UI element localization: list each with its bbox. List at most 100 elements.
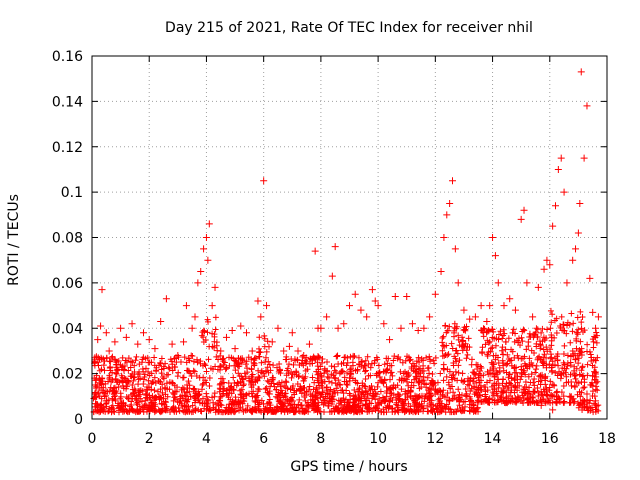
data-point [531,375,538,382]
data-point [402,408,409,415]
data-point [418,355,425,362]
data-point [590,338,597,345]
data-point [136,361,143,368]
data-point [409,360,416,367]
data-point [376,373,383,380]
data-point [292,357,299,364]
data-point [391,353,398,360]
data-point [413,358,420,365]
data-point [315,405,322,412]
data-point [310,403,317,410]
data-point [490,390,497,397]
data-point [282,390,289,397]
data-point [213,339,220,346]
data-point [575,404,582,411]
data-point [276,380,283,387]
data-point [93,393,100,400]
data-point [458,392,465,399]
data-point [358,359,365,366]
data-point [228,327,236,335]
x-tick-label: 8 [316,431,325,447]
data-point [136,369,143,376]
data-point [420,373,427,380]
data-point [324,373,331,380]
data-point [278,405,285,412]
data-point [258,359,265,366]
x-tick-label: 2 [145,431,154,447]
data-point [391,292,399,300]
data-point [548,319,555,326]
data-point [341,403,348,410]
data-point [145,384,152,391]
data-point [560,351,567,358]
data-point [282,356,289,363]
data-point [500,302,508,310]
data-point [196,374,203,381]
data-point [424,402,431,409]
data-point [151,354,158,361]
data-point [291,389,298,396]
data-point [173,408,180,415]
data-point [230,386,237,393]
data-point [220,361,227,368]
data-point [127,364,134,371]
data-point [176,408,183,415]
data-point [194,279,202,287]
data-point [591,400,598,407]
data-point [526,330,533,337]
data-point [577,308,584,315]
data-point [471,383,478,390]
data-point [488,345,495,352]
data-point [530,394,537,401]
data-point [502,346,509,353]
data-point [412,409,419,416]
data-point [267,367,274,374]
data-point [558,389,565,396]
data-point [206,343,213,350]
data-point [216,406,223,413]
data-point [239,375,246,382]
data-point [426,356,433,363]
data-point [475,393,482,400]
data-point [594,378,601,385]
y-axis-label: ROTI / TECUs [6,194,22,286]
data-point [162,399,169,406]
data-point [334,353,341,360]
data-point [115,384,122,391]
data-point [108,406,115,413]
data-point [548,332,555,339]
data-point [315,352,322,359]
data-point [390,357,397,364]
data-point [477,392,484,399]
data-point [156,394,163,401]
data-point [316,382,323,389]
data-point [388,362,395,369]
data-point [194,392,201,399]
data-point [466,401,473,408]
data-point [325,395,333,403]
data-point [490,352,497,359]
data-point [522,362,529,369]
data-point [577,68,585,76]
data-point [235,363,242,370]
data-point [97,322,105,330]
data-point [555,362,562,369]
data-point [398,386,405,393]
data-point [231,362,238,369]
data-point [288,407,295,414]
data-point [302,397,309,404]
data-point [483,379,490,386]
data-point [200,334,207,341]
data-point [460,342,467,349]
data-point [238,386,245,393]
data-point [389,405,396,412]
data-point [150,403,157,410]
data-point [312,355,319,362]
data-point [111,356,118,363]
data-point [266,406,273,413]
data-point [560,321,567,328]
y-tick-label: 0.08 [52,231,83,247]
data-point [444,390,451,397]
data-point [181,402,188,409]
data-point [263,348,270,355]
